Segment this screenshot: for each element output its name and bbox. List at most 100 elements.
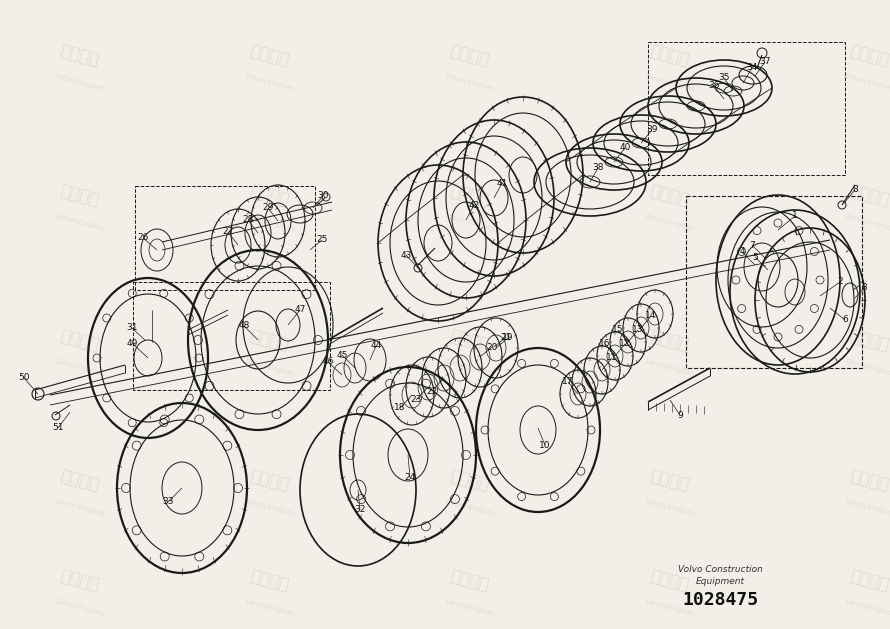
- Text: 紧发动力: 紧发动力: [848, 466, 890, 494]
- Text: 49: 49: [126, 338, 138, 347]
- Text: Diesel-Engines: Diesel-Engines: [644, 74, 696, 92]
- Text: Diesel-Engines: Diesel-Engines: [54, 598, 106, 618]
- Text: 紧发动力: 紧发动力: [648, 41, 692, 69]
- Text: 紧发动力: 紧发动力: [848, 566, 890, 594]
- Text: 紧发动力: 紧发动力: [59, 181, 101, 209]
- Text: Diesel-Engines: Diesel-Engines: [245, 213, 295, 233]
- Text: 紧发动力: 紧发动力: [848, 181, 890, 209]
- Text: 紧发动力: 紧发动力: [248, 566, 292, 594]
- Text: 12: 12: [619, 340, 631, 348]
- Text: 32: 32: [354, 506, 366, 515]
- Text: 27: 27: [222, 228, 234, 237]
- Text: 14: 14: [645, 311, 657, 321]
- Text: Diesel-Engines: Diesel-Engines: [54, 213, 106, 233]
- Text: 37: 37: [759, 57, 771, 67]
- Text: 紧发动力: 紧发动力: [248, 181, 292, 209]
- Text: 31: 31: [126, 323, 138, 333]
- Text: 17: 17: [562, 377, 574, 386]
- Text: Diesel-Engines: Diesel-Engines: [644, 359, 696, 377]
- Text: 18: 18: [394, 403, 406, 413]
- Text: 29: 29: [263, 204, 274, 213]
- Text: 15: 15: [612, 325, 624, 335]
- Text: 紧发动力: 紧发动力: [449, 566, 491, 594]
- Text: 30: 30: [317, 191, 328, 201]
- Text: Diesel-Engines: Diesel-Engines: [845, 74, 890, 92]
- Text: 4: 4: [740, 247, 745, 257]
- Text: 1: 1: [792, 211, 797, 221]
- Text: 13: 13: [632, 325, 643, 335]
- Text: 紧发动力: 紧发动力: [59, 326, 101, 354]
- Text: 紧发动力: 紧发动力: [648, 181, 692, 209]
- Text: 48: 48: [239, 321, 250, 330]
- Text: Diesel-Engines: Diesel-Engines: [54, 359, 106, 377]
- Text: 紧发动力: 紧发动力: [648, 566, 692, 594]
- Text: 10: 10: [539, 440, 551, 450]
- Text: Equipment: Equipment: [695, 577, 745, 586]
- Text: Diesel-Engines: Diesel-Engines: [845, 598, 890, 618]
- Text: 7: 7: [749, 240, 755, 250]
- Text: 紧发动力: 紧发动力: [449, 466, 491, 494]
- Text: 42: 42: [468, 201, 480, 209]
- Text: 8: 8: [852, 186, 858, 194]
- Text: Diesel-Engines: Diesel-Engines: [644, 498, 696, 518]
- Text: 16: 16: [599, 340, 611, 348]
- Text: 23: 23: [410, 396, 422, 404]
- Text: 紧发动力: 紧发动力: [59, 466, 101, 494]
- Text: Diesel-Engines: Diesel-Engines: [845, 498, 890, 518]
- Text: 紧发动力: 紧发动力: [648, 466, 692, 494]
- Text: 1028475: 1028475: [682, 591, 758, 609]
- Text: 紧发动力: 紧发动力: [59, 41, 101, 69]
- Text: 45: 45: [336, 350, 348, 360]
- Text: Volvo Construction: Volvo Construction: [677, 565, 763, 574]
- Text: 紧发动力: 紧发动力: [248, 41, 292, 69]
- Text: 22: 22: [426, 386, 438, 396]
- Text: Diesel-Engines: Diesel-Engines: [54, 74, 106, 92]
- Text: Diesel-Engines: Diesel-Engines: [444, 359, 496, 377]
- Text: Diesel-Engines: Diesel-Engines: [245, 498, 295, 518]
- Text: Diesel-Engines: Diesel-Engines: [644, 598, 696, 618]
- Text: 34: 34: [747, 64, 757, 72]
- Text: 28: 28: [242, 216, 254, 225]
- Text: 11: 11: [606, 353, 618, 362]
- Text: 51: 51: [53, 423, 64, 433]
- Text: 50: 50: [19, 374, 29, 382]
- Text: 41: 41: [497, 179, 507, 187]
- Text: 43: 43: [400, 250, 412, 260]
- Text: 2: 2: [837, 277, 843, 286]
- Text: Diesel-Engines: Diesel-Engines: [444, 598, 496, 618]
- Text: Diesel-Engines: Diesel-Engines: [444, 498, 496, 518]
- Text: 35: 35: [718, 74, 730, 82]
- Text: Diesel-Engines: Diesel-Engines: [54, 498, 106, 518]
- Text: 26: 26: [137, 233, 149, 243]
- Text: 44: 44: [370, 342, 382, 350]
- Text: 19: 19: [502, 333, 514, 343]
- Text: 36: 36: [708, 82, 720, 91]
- Text: Diesel-Engines: Diesel-Engines: [644, 213, 696, 233]
- Text: 紧发动力: 紧发动力: [848, 326, 890, 354]
- Text: 5: 5: [752, 252, 758, 262]
- Text: 6: 6: [842, 316, 848, 325]
- Text: 40: 40: [619, 143, 631, 152]
- Text: Diesel-Engines: Diesel-Engines: [444, 213, 496, 233]
- Text: Diesel-Engines: Diesel-Engines: [845, 213, 890, 233]
- Text: 33: 33: [162, 498, 174, 506]
- Text: 38: 38: [592, 164, 603, 172]
- Text: 46: 46: [322, 357, 334, 367]
- Text: 3: 3: [862, 284, 867, 292]
- Text: Diesel-Engines: Diesel-Engines: [444, 74, 496, 92]
- Text: 紧发动力: 紧发动力: [248, 326, 292, 354]
- Text: 紧发动力: 紧发动力: [648, 326, 692, 354]
- Text: Diesel-Engines: Diesel-Engines: [245, 598, 295, 618]
- Text: 紧发动力: 紧发动力: [248, 466, 292, 494]
- Text: 紧发动力: 紧发动力: [449, 326, 491, 354]
- Text: 25: 25: [316, 235, 328, 245]
- Text: 20: 20: [486, 343, 498, 352]
- Text: 紧发动力: 紧发动力: [848, 41, 890, 69]
- Text: 39: 39: [646, 126, 658, 135]
- Text: 紧发动力: 紧发动力: [59, 566, 101, 594]
- Text: Diesel-Engines: Diesel-Engines: [845, 359, 890, 377]
- Text: 24: 24: [404, 474, 416, 482]
- Text: Diesel-Engines: Diesel-Engines: [245, 359, 295, 377]
- Text: 紧发动力: 紧发动力: [449, 41, 491, 69]
- Text: 紧发动力: 紧发动力: [449, 181, 491, 209]
